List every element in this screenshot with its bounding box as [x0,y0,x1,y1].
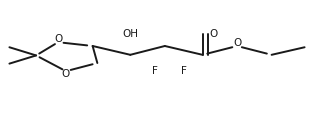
Text: O: O [209,29,217,39]
Text: F: F [153,66,158,76]
Text: O: O [62,69,70,79]
Text: O: O [54,34,62,44]
Text: O: O [233,38,241,48]
Text: OH: OH [122,29,138,39]
Text: F: F [181,66,187,76]
